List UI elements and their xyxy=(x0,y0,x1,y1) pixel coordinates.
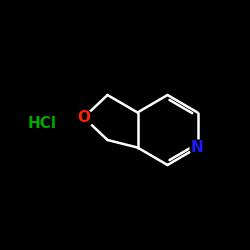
Text: O: O xyxy=(77,110,90,125)
Text: HCl: HCl xyxy=(28,116,57,131)
Text: N: N xyxy=(191,140,204,155)
